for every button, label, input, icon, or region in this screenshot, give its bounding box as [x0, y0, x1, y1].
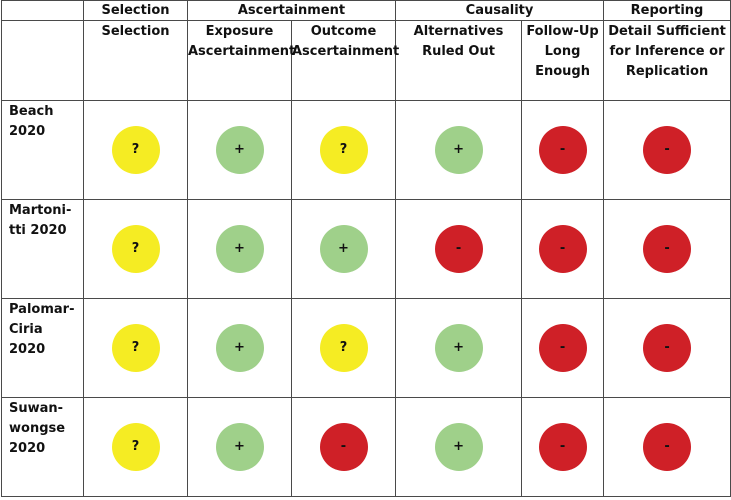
- rating-dot: +: [215, 324, 264, 372]
- rating-dot: -: [643, 126, 692, 174]
- rating-dot: +: [434, 324, 483, 372]
- table-row: Suwan-wongse 2020 ? + - + - -: [1, 397, 731, 497]
- group-header-selection: Selection: [83, 0, 188, 21]
- table-row: Martoni-tti 2020 ? + + - - -: [1, 199, 731, 299]
- column-header-outcome-ascertainment: Outcome Ascertainment: [290, 20, 399, 101]
- column-header-alternatives-ruled-out: Alternatives Ruled Out: [395, 20, 523, 101]
- rating-dot: +: [434, 423, 483, 471]
- rating-dot: -: [643, 324, 692, 372]
- rating-dot: -: [319, 423, 368, 471]
- rating-dot: +: [215, 126, 264, 174]
- table-row: Palomar-Ciria 2020 ? + ? + - -: [1, 298, 731, 398]
- column-header-detail-sufficient: Detail Sufficient for Inference or Repli…: [603, 20, 731, 101]
- rating-dot: -: [538, 324, 587, 372]
- column-header-follow-up-long-enough: Follow-Up Long Enough: [521, 20, 605, 101]
- group-header-causality: Causality: [395, 0, 605, 21]
- rating-dot: ?: [111, 225, 160, 273]
- rating-dot: ?: [319, 126, 368, 174]
- study-name: Martoni-tti 2020: [1, 199, 84, 299]
- table-row: Beach 2020 ? + ? + - -: [1, 100, 731, 200]
- column-header-row: Selection Exposure Ascertainment Outcome…: [1, 20, 731, 101]
- group-header-reporting: Reporting: [603, 0, 731, 21]
- rating-dot: -: [538, 126, 587, 174]
- corner-cell: [1, 0, 84, 21]
- rating-dot: +: [215, 225, 264, 273]
- group-header-row: Selection Ascertainment Causality Report…: [1, 0, 731, 21]
- study-header-cell: [1, 20, 84, 101]
- column-header-exposure-ascertainment: Exposure Ascertainment: [187, 20, 295, 101]
- column-header-selection: Selection: [83, 20, 188, 101]
- rating-dot: -: [538, 225, 587, 273]
- study-name: Palomar-Ciria 2020: [1, 298, 84, 398]
- rating-dot: -: [538, 423, 587, 471]
- study-name: Suwan-wongse 2020: [1, 397, 84, 497]
- rating-dot: +: [319, 225, 368, 273]
- rating-dot: -: [434, 225, 483, 273]
- rating-dot: +: [434, 126, 483, 174]
- rating-dot: ?: [111, 324, 160, 372]
- rating-dot: ?: [111, 126, 160, 174]
- rating-dot: -: [643, 225, 692, 273]
- rating-dot: -: [643, 423, 692, 471]
- study-name: Beach 2020: [1, 100, 84, 200]
- rating-dot: ?: [319, 324, 368, 372]
- group-header-ascertainment: Ascertainment: [186, 0, 397, 21]
- rating-dot: ?: [111, 423, 160, 471]
- rating-dot: +: [215, 423, 264, 471]
